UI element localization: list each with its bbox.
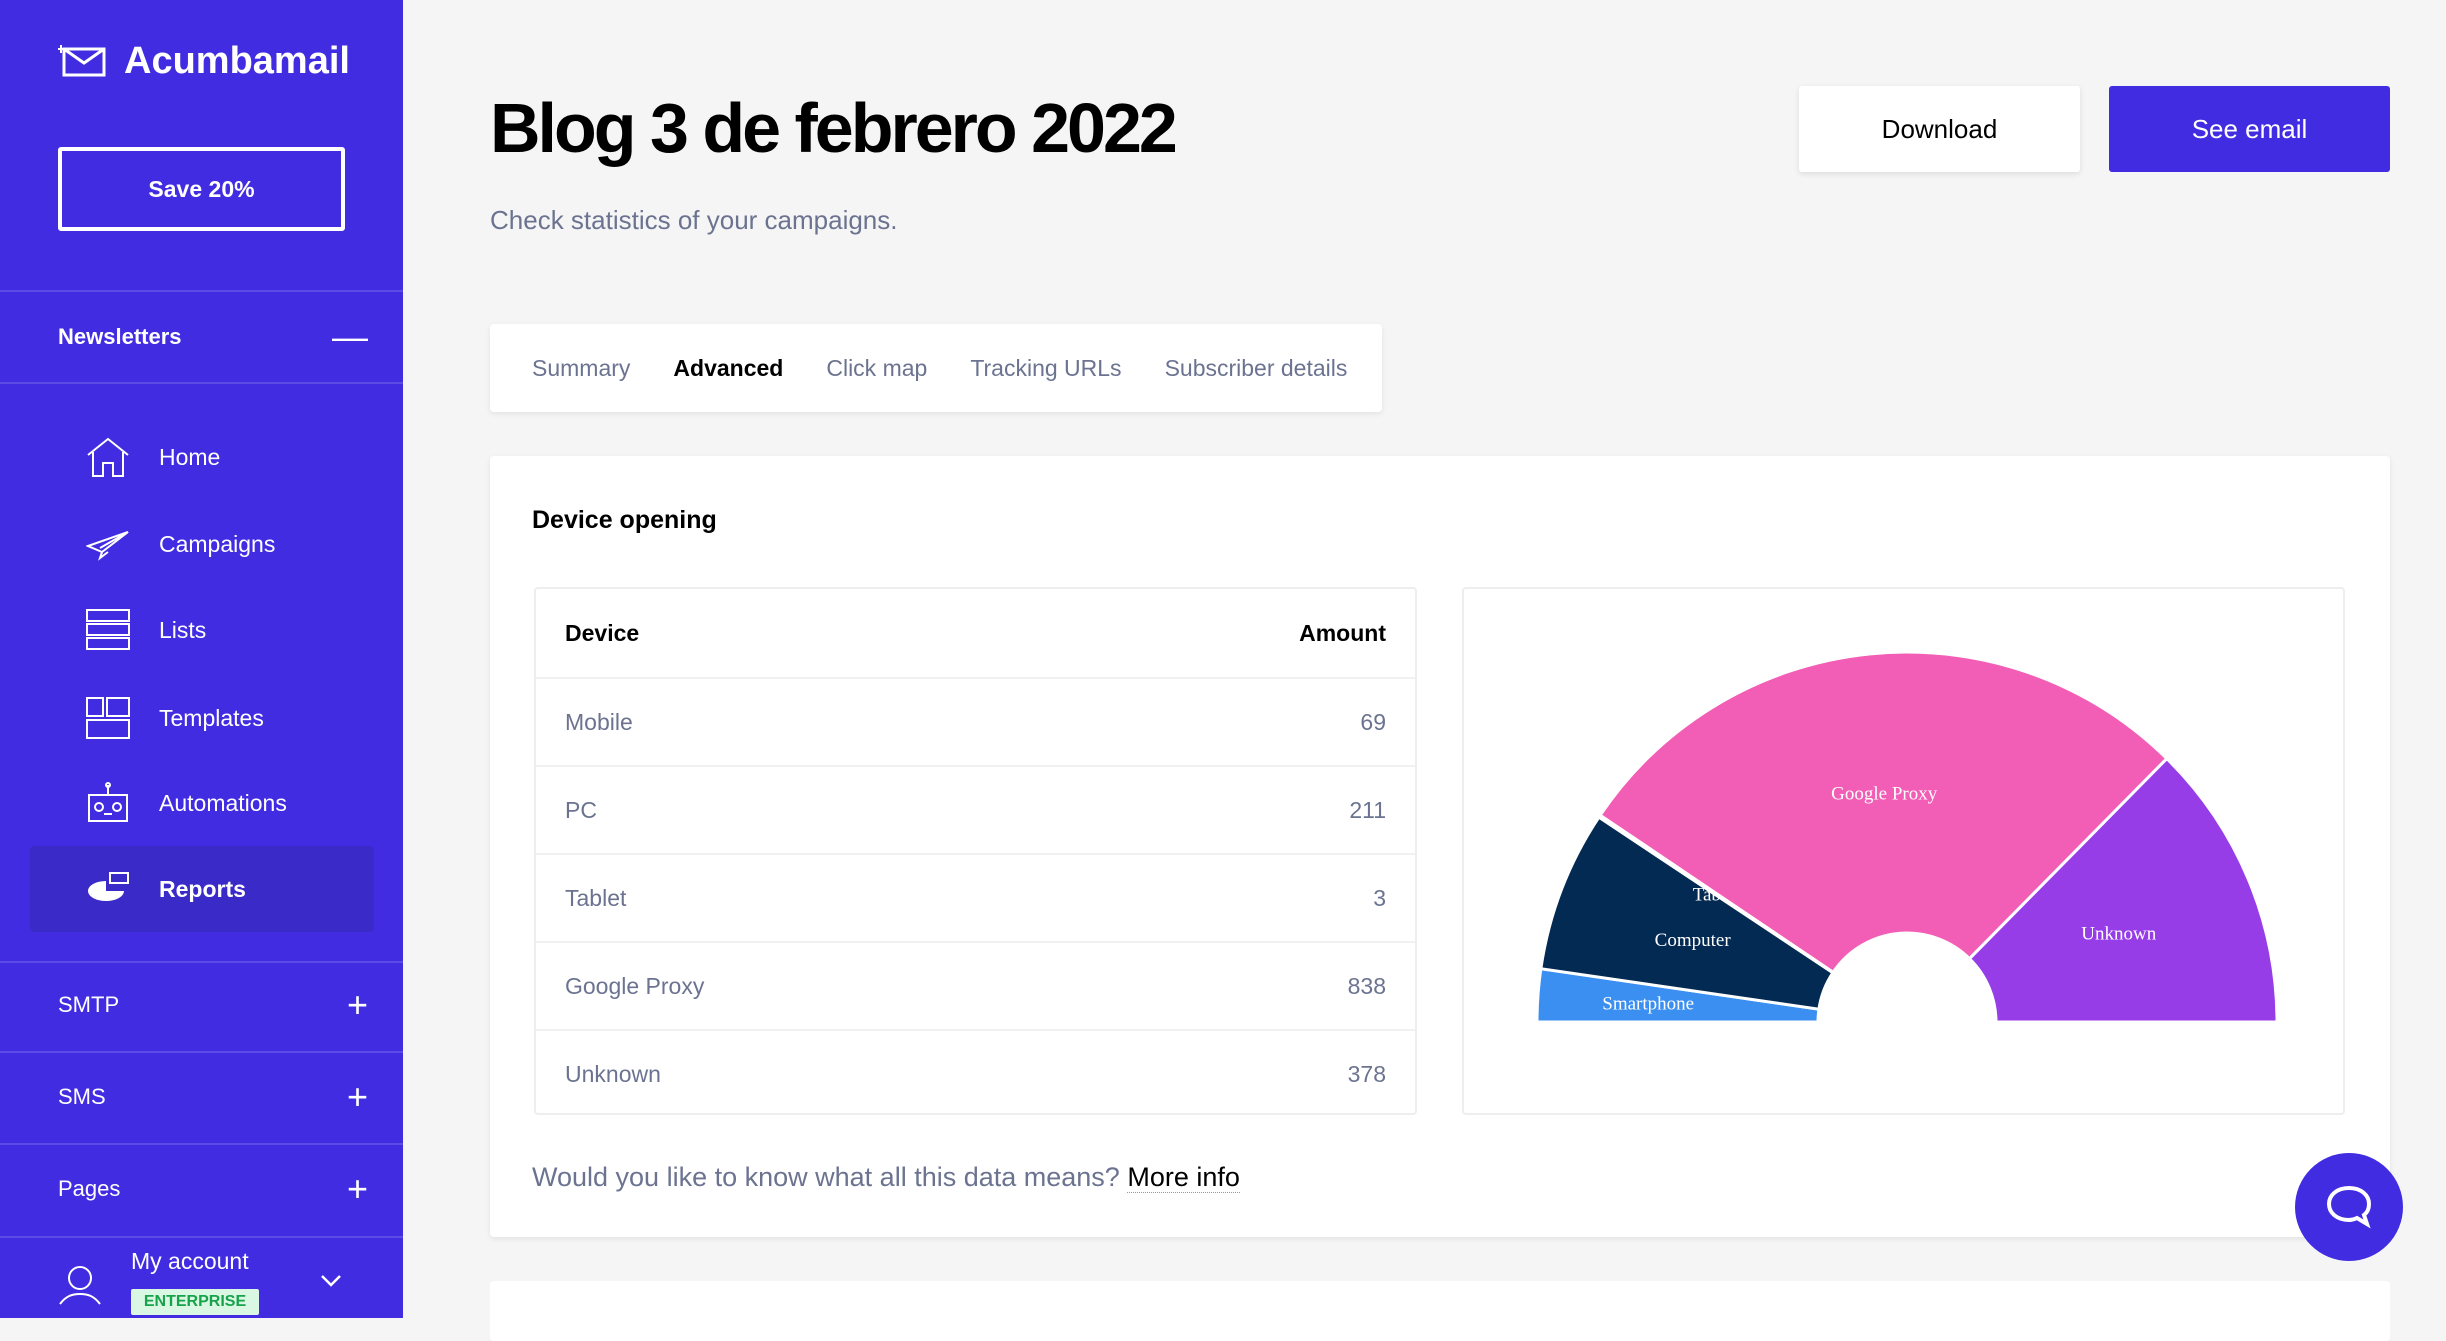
divider	[0, 1236, 403, 1238]
label: Reports	[159, 875, 246, 902]
slice-computer[interactable]	[1539, 815, 1835, 1011]
label: Campaigns	[159, 530, 276, 557]
plus-icon[interactable]: +	[346, 1076, 368, 1117]
device-cell: PC	[565, 796, 597, 823]
amount-cell: 378	[1347, 1060, 1386, 1087]
account-label: My account	[131, 1248, 249, 1274]
column-header: Amount	[1299, 619, 1386, 646]
lists-icon	[86, 609, 130, 650]
section-label: Newsletters	[58, 324, 182, 349]
tab-summary[interactable]: Summary	[532, 354, 631, 381]
device-table: Device Amount Mobile 69 PC 211 Tablet 3 Goog…	[534, 587, 1417, 1115]
label: Templates	[159, 704, 264, 731]
sidebar-item-lists[interactable]: Lists	[30, 587, 374, 673]
my-account[interactable]: My account ENTERPRISE	[58, 1240, 368, 1318]
info-question: Would you like to know what all this dat…	[532, 1162, 1120, 1192]
table-row: Unknown 378	[536, 1029, 1415, 1117]
mail-logo-icon	[58, 44, 106, 76]
section-sms[interactable]: SMS +	[58, 1077, 368, 1117]
user-avatar-icon	[59, 1266, 101, 1305]
templates-icon	[86, 697, 130, 739]
chat-bubble-icon	[2326, 1185, 2372, 1229]
divider	[0, 1143, 403, 1145]
table-row: PC 211	[536, 765, 1415, 853]
brand-name: Acumbamail	[124, 40, 350, 82]
sidebar-item-reports[interactable]: Reports	[30, 846, 374, 932]
tab-tracking-urls[interactable]: Tracking URLs	[970, 354, 1122, 381]
paper-plane-icon	[86, 531, 129, 561]
table-row: Mobile 69	[536, 677, 1415, 765]
chat-button[interactable]	[2295, 1153, 2403, 1261]
section-label: SMTP	[58, 992, 120, 1017]
sidebar-item-templates[interactable]: Templates	[30, 675, 374, 761]
slice-label: Google Proxy	[1831, 784, 1938, 805]
section-title: Device opening	[532, 506, 717, 534]
save-20-button[interactable]: Save 20%	[58, 147, 345, 231]
section-label: SMS	[58, 1084, 106, 1109]
section-newsletters[interactable]: Newsletters —	[58, 317, 368, 357]
divider	[0, 382, 403, 384]
sidebar-item-automations[interactable]: Automations	[30, 760, 374, 846]
pie-chart-icon	[88, 872, 129, 901]
sidebar-item-home[interactable]: Home	[30, 414, 374, 500]
robot-icon	[88, 782, 128, 822]
device-half-donut-chart: SmartphoneComputerTabletGoogle ProxyUnkn…	[1535, 650, 2279, 1024]
tab-click-map[interactable]: Click map	[826, 354, 928, 381]
more-info-link[interactable]: More info	[1127, 1162, 1240, 1193]
section-label: Pages	[58, 1176, 121, 1201]
device-cell: Mobile	[565, 708, 633, 735]
next-card	[490, 1281, 2390, 1341]
plan-badge: ENTERPRISE	[131, 1289, 259, 1315]
page-subtitle: Check statistics of your campaigns.	[490, 205, 898, 235]
table-row: Google Proxy 838	[536, 941, 1415, 1029]
slice-label: Computer	[1655, 930, 1732, 951]
device-opening-card: Device opening Device Amount Mobile 69 PC 2…	[490, 456, 2390, 1237]
amount-cell: 3	[1373, 884, 1386, 911]
amount-cell: 838	[1347, 972, 1386, 999]
label: Lists	[159, 616, 207, 643]
slice-google-proxy[interactable]	[1598, 650, 2169, 975]
section-pages[interactable]: Pages +	[58, 1169, 368, 1209]
minus-icon[interactable]: —	[332, 316, 368, 357]
divider	[0, 1051, 403, 1053]
tabs: Summary Advanced Click map Tracking URLs…	[490, 324, 1382, 412]
table-row: Tablet 3	[536, 853, 1415, 941]
divider	[0, 290, 403, 292]
see-email-button[interactable]: See email	[2109, 86, 2390, 172]
slice-label: Unknown	[2081, 923, 2156, 944]
amount-cell: 69	[1360, 708, 1386, 735]
section-smtp[interactable]: SMTP +	[58, 985, 368, 1025]
home-icon	[87, 437, 129, 477]
slice-unknown[interactable]	[1967, 756, 2279, 1024]
plus-icon[interactable]: +	[346, 984, 368, 1025]
label: Home	[159, 443, 221, 470]
tab-advanced[interactable]: Advanced	[673, 354, 784, 381]
device-cell: Unknown	[565, 1060, 661, 1087]
table-header: Device Amount	[536, 589, 1415, 677]
sidebar-item-campaigns[interactable]: Campaigns	[30, 501, 374, 587]
chevron-down-icon[interactable]	[320, 1274, 342, 1288]
device-chart-box: SmartphoneComputerTabletGoogle ProxyUnkn…	[1462, 587, 2345, 1115]
tab-subscriber-details[interactable]: Subscriber details	[1164, 354, 1348, 381]
divider	[0, 961, 403, 963]
amount-cell: 211	[1349, 796, 1386, 823]
device-cell: Google Proxy	[565, 972, 705, 999]
logo[interactable]: Acumbamail	[58, 40, 350, 83]
info-text: Would you like to know what all this dat…	[532, 1162, 1240, 1193]
label: Automations	[159, 789, 287, 816]
slice-label: Smartphone	[1602, 993, 1694, 1014]
device-cell: Tablet	[565, 884, 627, 911]
plus-icon[interactable]: +	[346, 1168, 368, 1209]
sidebar: Acumbamail Save 20% Newsletters — Home Ca…	[0, 0, 403, 1318]
column-header: Device	[565, 619, 640, 646]
page-title: Blog 3 de febrero 2022	[490, 89, 1178, 167]
download-button[interactable]: Download	[1799, 86, 2080, 172]
